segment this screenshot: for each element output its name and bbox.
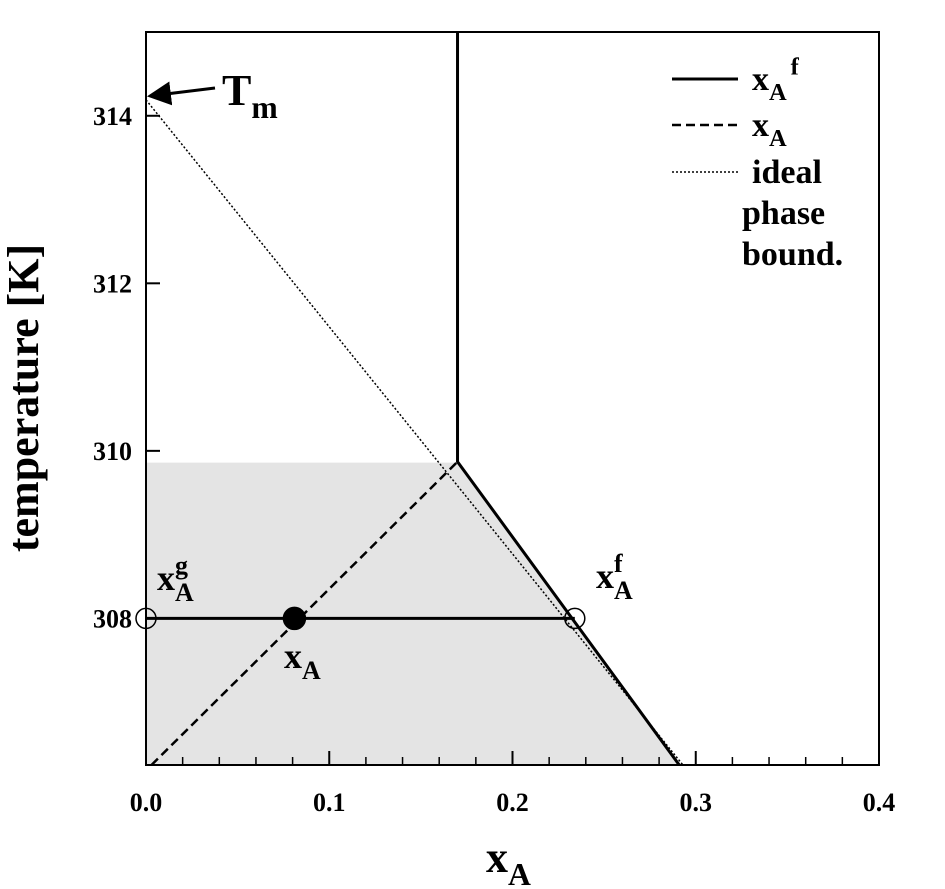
legend-label-sup: f	[791, 54, 800, 81]
annotation-sub: A	[614, 576, 633, 605]
annotation: x	[284, 636, 302, 676]
shaded-region	[146, 462, 680, 765]
legend-label-sub: A	[769, 125, 787, 152]
annotation: x	[596, 556, 614, 596]
point	[564, 607, 586, 630]
plot-area	[146, 462, 680, 765]
x-tick-label: 0.0	[130, 788, 163, 817]
y-tick-label: 312	[93, 269, 132, 298]
x-tick-label: 0.3	[680, 788, 713, 817]
x-tick-label: 0.4	[863, 788, 896, 817]
legend-label: phase	[742, 195, 825, 232]
series-line	[145, 99, 684, 766]
x-tick-label: 0.1	[313, 788, 346, 817]
tm-arrow	[146, 81, 216, 106]
legend-label: x	[752, 107, 769, 144]
x-axis-label: x	[486, 833, 508, 882]
legend-label: ideal	[752, 154, 822, 191]
y-axis-label: temperature [K]	[0, 244, 48, 552]
y-tick-label: 310	[93, 437, 132, 466]
annotation: T	[222, 66, 251, 115]
x-axis-label-sub: A	[508, 857, 531, 889]
series-line	[456, 32, 681, 766]
legend-label: x	[752, 61, 769, 98]
point	[282, 606, 307, 631]
y-tick-label: 308	[93, 604, 132, 633]
y-tick-label: 314	[93, 102, 132, 131]
legend-label-sub: A	[769, 79, 787, 106]
annotation: x	[157, 558, 175, 598]
legend-label: bound.	[742, 236, 843, 273]
x-tick-label: 0.2	[496, 788, 529, 817]
annotation-sup: f	[614, 549, 623, 578]
annotation-sub: m	[251, 90, 277, 125]
point	[135, 607, 157, 630]
annotation-sub: A	[302, 656, 321, 685]
annotation-sup: g	[175, 551, 188, 580]
annotation-sub: A	[175, 578, 194, 607]
